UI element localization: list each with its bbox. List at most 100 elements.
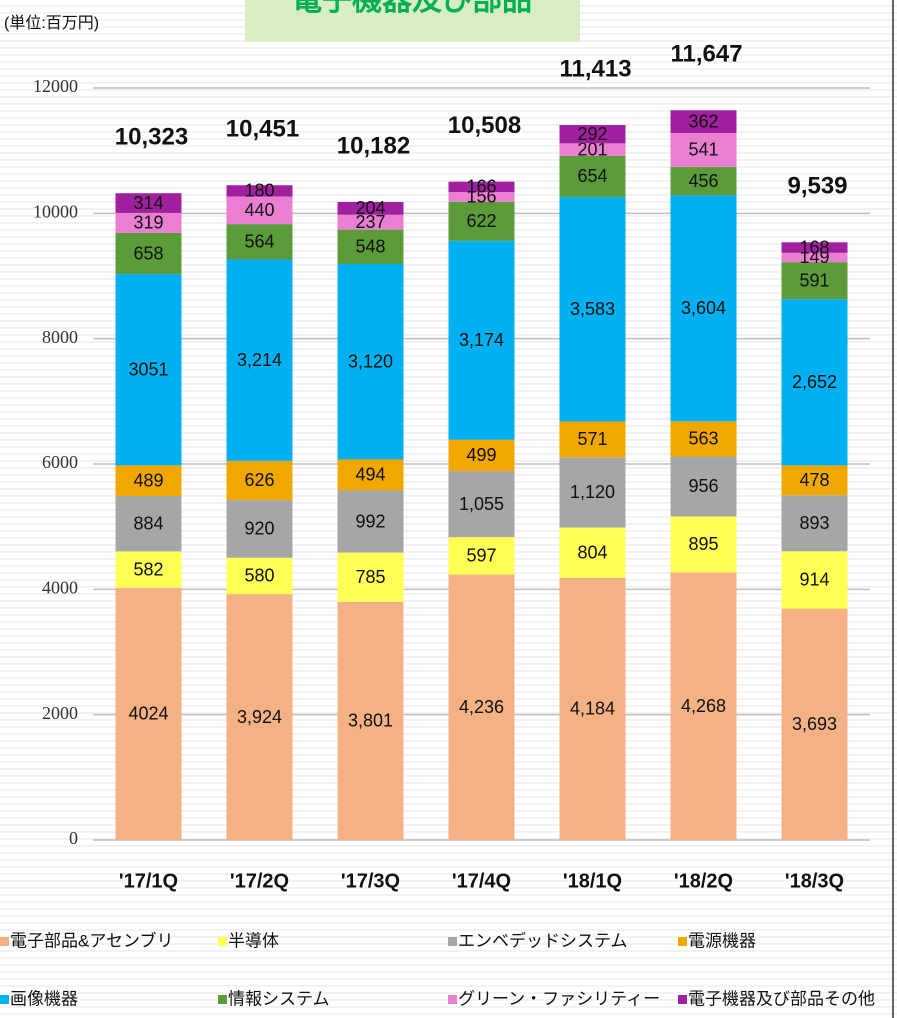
- segment-label: 804: [577, 542, 607, 562]
- bar-segment: [559, 577, 626, 840]
- segment-label: 4,268: [681, 696, 726, 716]
- bar-segment: [226, 224, 293, 260]
- y-tick-label: 12000: [33, 76, 78, 96]
- segment-label: 3,801: [348, 711, 393, 731]
- segment-label: 658: [133, 243, 163, 263]
- segment-label: 622: [466, 211, 496, 231]
- legend-marker: [448, 937, 457, 946]
- legend-label: 電源機器: [688, 931, 756, 950]
- segment-label: 626: [244, 470, 274, 490]
- segment-label: 440: [244, 200, 274, 220]
- segment-label: 237: [355, 212, 385, 232]
- segment-label: 563: [688, 429, 718, 449]
- bar-segment: [559, 125, 626, 144]
- segment-label: 3,924: [237, 707, 282, 727]
- segment-label: 893: [799, 513, 829, 533]
- bar-segment: [670, 421, 737, 457]
- segment-label: 494: [355, 465, 385, 485]
- bar-segment: [781, 551, 848, 609]
- bar-segment: [448, 240, 515, 440]
- segment-label: 920: [244, 519, 274, 539]
- bar-segment: [448, 574, 515, 840]
- bar-segment: [781, 242, 848, 253]
- bar-segment: [448, 471, 515, 538]
- segment-label: 785: [355, 567, 385, 587]
- legend-label: 電子機器及び部品その他: [688, 989, 875, 1008]
- legend-marker: [0, 995, 9, 1004]
- bar-segment: [337, 459, 404, 491]
- segment-label: 4024: [128, 704, 168, 724]
- segment-label: 571: [577, 429, 607, 449]
- x-tick-label: '17/2Q: [230, 870, 289, 892]
- segment-label: 292: [577, 124, 607, 144]
- segment-label: 4,236: [459, 697, 504, 717]
- segment-label: 314: [133, 193, 163, 213]
- segment-label: 884: [133, 513, 163, 533]
- segment-label: 580: [244, 566, 274, 586]
- bar-segment: [559, 527, 626, 578]
- bar-segment: [226, 594, 293, 840]
- total-label: 10,451: [226, 116, 299, 143]
- bar-segment: [337, 229, 404, 264]
- segment-label: 489: [133, 470, 163, 490]
- bar-segment: [115, 274, 182, 466]
- segment-label: 3051: [128, 359, 168, 379]
- segment-label: 654: [577, 166, 607, 186]
- total-label: 10,323: [115, 124, 188, 151]
- x-tick-label: '17/3Q: [341, 870, 400, 892]
- legend-marker: [678, 995, 687, 1004]
- total-label: 10,182: [337, 132, 410, 159]
- total-label: 11,413: [559, 55, 631, 82]
- legend-marker: [0, 937, 9, 946]
- bar-segment: [115, 465, 182, 496]
- segment-label: 2,652: [792, 372, 837, 392]
- bar-segment: [781, 465, 848, 496]
- segment-label: 956: [688, 476, 718, 496]
- bar-segment: [670, 195, 737, 422]
- segment-label: 456: [688, 171, 718, 191]
- bar-segment: [226, 185, 293, 197]
- segment-label: 3,174: [459, 330, 504, 350]
- segment-label: 319: [133, 213, 163, 233]
- bar-segment: [781, 262, 848, 300]
- bar-segment: [226, 259, 293, 461]
- bar-segment: [781, 608, 848, 840]
- bar-segment: [115, 551, 182, 588]
- segment-label: 1,055: [459, 494, 504, 514]
- legend-label: エンベデッドシステム: [458, 930, 628, 950]
- bar-segment: [337, 214, 404, 230]
- segment-label: 204: [355, 198, 385, 218]
- bar-segment: [670, 132, 737, 167]
- y-tick-label: 0: [69, 828, 78, 848]
- bar-segment: [670, 456, 737, 517]
- segment-label: 166: [466, 177, 496, 197]
- bar-segment: [448, 201, 515, 241]
- bar-segment: [448, 192, 515, 202]
- segment-label: 4,184: [570, 699, 615, 719]
- legend-marker: [678, 937, 687, 946]
- segment-label: 548: [355, 237, 385, 257]
- bar-segment: [226, 460, 293, 501]
- segment-label: 582: [133, 559, 163, 579]
- bar-segment: [448, 181, 515, 193]
- legend-marker: [448, 995, 457, 1004]
- bar-segment: [559, 196, 626, 422]
- bar-segment: [559, 421, 626, 458]
- segment-label: 3,583: [570, 299, 615, 319]
- x-tick-label: '18/2Q: [674, 870, 733, 892]
- total-label: 10,508: [448, 112, 521, 139]
- segment-label: 180: [244, 181, 274, 201]
- segment-label: 3,604: [681, 298, 726, 318]
- bar-segment: [781, 495, 848, 552]
- x-tick-label: '18/3Q: [785, 870, 844, 892]
- bar-segment: [115, 495, 182, 552]
- bar-segment: [337, 601, 404, 840]
- legend-label: 画像機器: [10, 989, 78, 1008]
- bar-segment: [226, 196, 293, 225]
- legend-marker: [218, 937, 227, 946]
- bar-segment: [337, 490, 404, 553]
- bar-segment: [337, 263, 404, 460]
- segment-label: 3,214: [237, 350, 282, 370]
- x-tick-label: '17/1Q: [119, 870, 178, 892]
- bar-segment: [448, 537, 515, 575]
